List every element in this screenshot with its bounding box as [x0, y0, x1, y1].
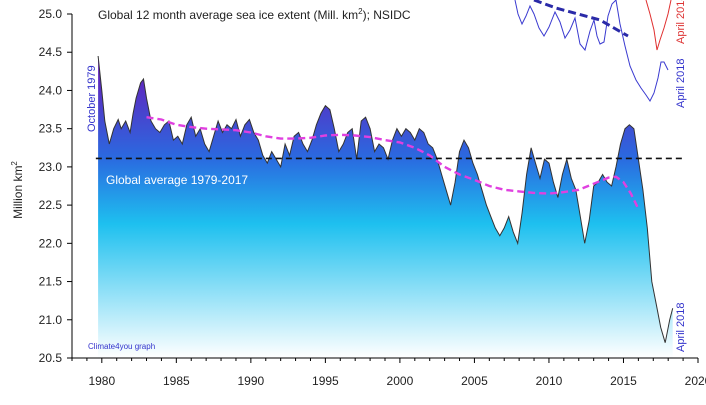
inset-mean-curve — [533, 0, 629, 38]
chart-title-text: Global 12 month average sea ice extent (… — [98, 8, 358, 22]
y-axis-label-superscript: 2 — [10, 161, 19, 166]
chart-title-tail: ); NSIDC — [363, 8, 411, 22]
x-tick-label: 1980 — [88, 374, 115, 388]
y-tick-label: 23.5 — [39, 122, 63, 136]
inset-blue-curve — [514, 0, 669, 102]
y-tick-label: 23.0 — [39, 160, 63, 174]
x-tick-label: 2020 — [685, 374, 706, 388]
y-axis-label-text: Million km — [11, 166, 25, 219]
x-tick-label: 2015 — [610, 374, 637, 388]
inset-curves — [514, 0, 672, 102]
april-2018-main-label: April 2018 — [675, 302, 687, 352]
x-tick-label: 2000 — [387, 374, 414, 388]
axes: 20.5 21.0 21.5 22.0 22.5 23.0 23.5 24.0 24.5 25.0… — [39, 7, 706, 388]
y-axis-label: Million km2 — [10, 161, 25, 219]
sea-ice-extent-line — [97, 55, 674, 343]
october-1979-label: October 1979 — [86, 65, 98, 132]
x-tick-label: 2005 — [461, 374, 488, 388]
chart-title: Global 12 month average sea ice extent (… — [98, 7, 411, 22]
y-tick-label: 21.5 — [39, 275, 63, 289]
x-tick-label: 1990 — [238, 374, 265, 388]
y-tick-label: 24.5 — [39, 45, 63, 59]
x-tick-label: 1995 — [312, 374, 339, 388]
y-tick-label: 22.0 — [39, 236, 63, 250]
y-tick-label: 21.0 — [39, 313, 63, 327]
april-2018-inset-red-label: April 2018 — [675, 0, 687, 44]
running-mean-line — [146, 116, 640, 210]
plot-area — [95, 55, 684, 358]
sea-ice-extent-area — [98, 56, 673, 358]
y-tick-label: 24.0 — [39, 83, 63, 97]
x-tick-label: 2010 — [536, 374, 563, 388]
chart-title-superscript: 2 — [358, 7, 363, 16]
y-tick-label: 22.5 — [39, 198, 63, 212]
y-tick-label: 20.5 — [39, 351, 63, 365]
source-credit: Climate4you graph — [88, 342, 155, 351]
y-tick-label: 25.0 — [39, 7, 63, 21]
x-tick-label: 1985 — [163, 374, 190, 388]
april-2018-inset-blue-label: April 2018 — [675, 58, 687, 108]
average-line-label: Global average 1979-2017 — [106, 173, 248, 187]
inset-red-curve — [645, 0, 672, 51]
